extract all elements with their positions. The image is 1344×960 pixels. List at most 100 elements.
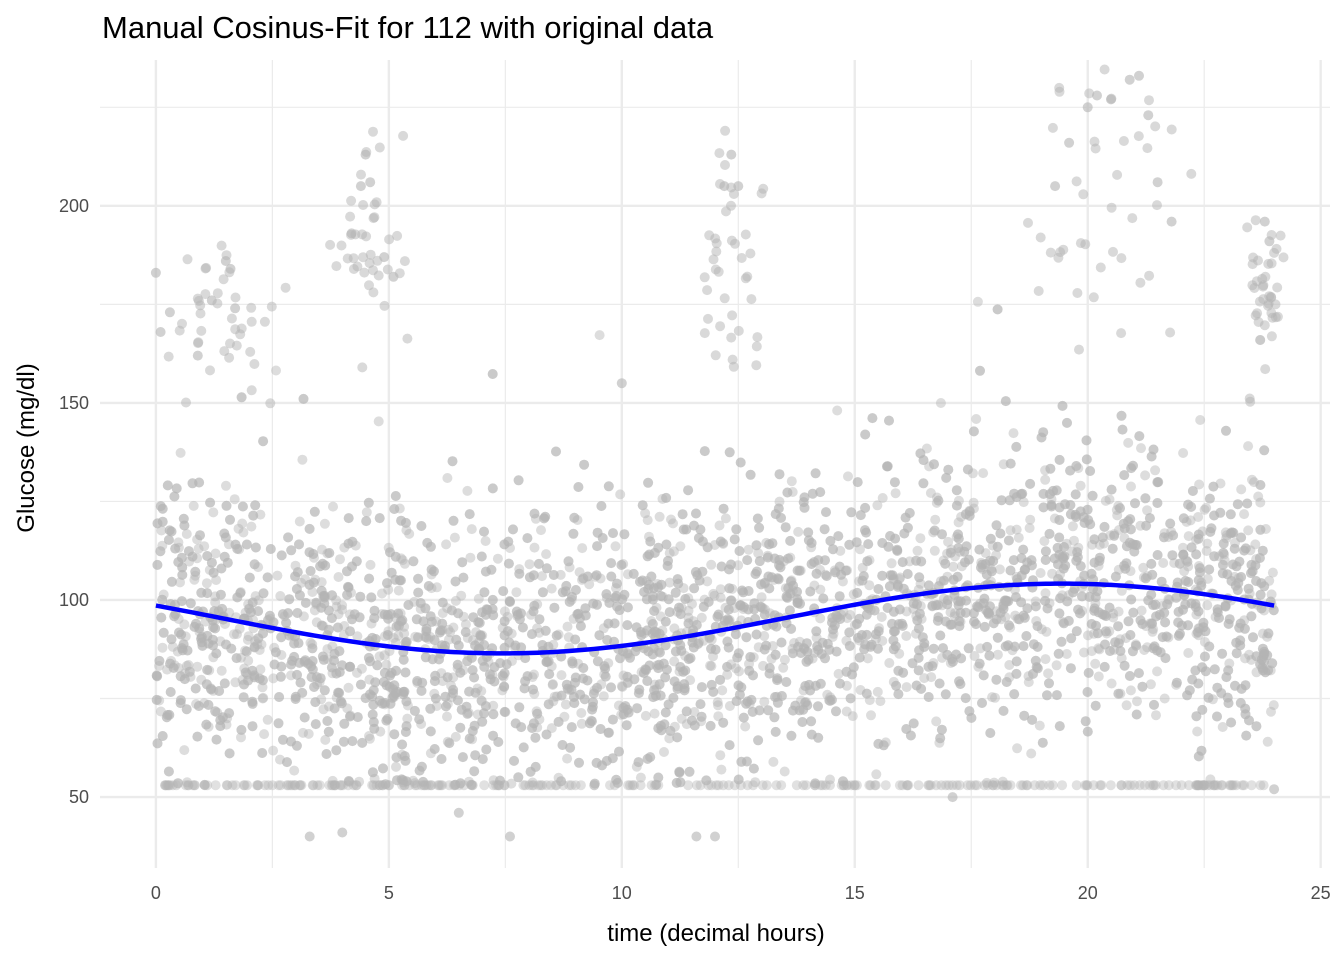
data-point [872, 500, 883, 511]
data-point [598, 691, 609, 702]
data-point [1174, 628, 1185, 639]
data-point [945, 619, 956, 630]
data-point [787, 487, 798, 497]
data-point [158, 589, 169, 600]
data-point [613, 700, 624, 711]
data-point [971, 414, 982, 424]
data-point [257, 682, 268, 693]
data-point [951, 649, 962, 660]
data-point [1050, 181, 1061, 192]
data-point [1000, 396, 1011, 407]
data-point [442, 473, 453, 483]
data-point [632, 703, 643, 714]
data-point [360, 693, 371, 704]
data-point [290, 560, 301, 571]
data-point [325, 239, 336, 250]
data-point [243, 675, 253, 686]
data-point [735, 457, 746, 468]
data-point [942, 571, 953, 582]
data-point [216, 563, 227, 574]
data-point [162, 664, 173, 675]
data-point [631, 761, 642, 772]
data-point [1073, 542, 1084, 553]
data-point [1011, 668, 1022, 679]
data-point [671, 777, 682, 788]
data-point [539, 513, 550, 524]
data-point [753, 735, 764, 746]
data-point [696, 711, 707, 722]
data-point [942, 649, 953, 660]
data-point [929, 459, 939, 470]
data-point [786, 623, 797, 634]
data-point [851, 619, 862, 629]
data-point [964, 505, 975, 516]
data-point [794, 705, 805, 716]
data-point [411, 614, 422, 625]
data-point [305, 566, 316, 576]
data-point [1113, 621, 1124, 632]
data-point [1018, 497, 1029, 508]
data-point [419, 631, 430, 642]
data-point [236, 732, 246, 743]
data-point [953, 495, 964, 506]
data-point [476, 551, 487, 562]
data-point [1164, 594, 1175, 605]
data-point [396, 553, 407, 564]
data-point [695, 780, 706, 791]
data-point [781, 677, 792, 687]
data-point [813, 701, 823, 712]
data-point [569, 698, 580, 709]
data-point [676, 602, 687, 613]
data-point [835, 614, 846, 624]
data-point [172, 646, 183, 657]
data-point [241, 539, 252, 550]
data-point [336, 240, 347, 251]
data-point [952, 571, 963, 582]
data-point [659, 747, 669, 757]
data-point [699, 272, 710, 283]
data-point [826, 694, 837, 705]
data-point [524, 559, 535, 570]
data-point [1035, 568, 1046, 578]
data-point [931, 497, 942, 508]
data-point [617, 681, 628, 692]
data-point [960, 557, 970, 568]
data-point [948, 561, 959, 572]
data-point [672, 683, 683, 694]
data-point [811, 626, 822, 637]
data-point [975, 598, 986, 609]
data-point [986, 563, 997, 574]
data-point [761, 640, 772, 651]
data-point [759, 631, 770, 641]
data-point [450, 595, 461, 606]
data-point [1219, 549, 1230, 560]
data-point [157, 540, 168, 551]
data-point [509, 755, 519, 766]
data-point [190, 683, 201, 694]
data-point [938, 575, 949, 586]
data-point [414, 765, 425, 776]
data-point [572, 515, 583, 525]
data-point [651, 602, 662, 613]
data-point [271, 365, 281, 376]
data-point [467, 665, 478, 676]
data-point [418, 616, 429, 627]
data-point [822, 689, 833, 700]
data-point [487, 669, 498, 680]
data-point [326, 662, 337, 673]
data-point [1090, 700, 1101, 711]
data-point [1032, 621, 1043, 632]
data-point [987, 540, 998, 551]
data-point [992, 541, 1003, 552]
data-point [425, 748, 436, 759]
data-point [564, 562, 575, 573]
data-point [323, 726, 334, 737]
data-point [607, 753, 618, 764]
data-point [718, 503, 729, 514]
data-point [532, 599, 543, 610]
data-point [304, 523, 315, 534]
data-point [938, 555, 949, 566]
data-point [726, 332, 737, 343]
data-point [683, 605, 694, 616]
data-point [564, 685, 575, 695]
